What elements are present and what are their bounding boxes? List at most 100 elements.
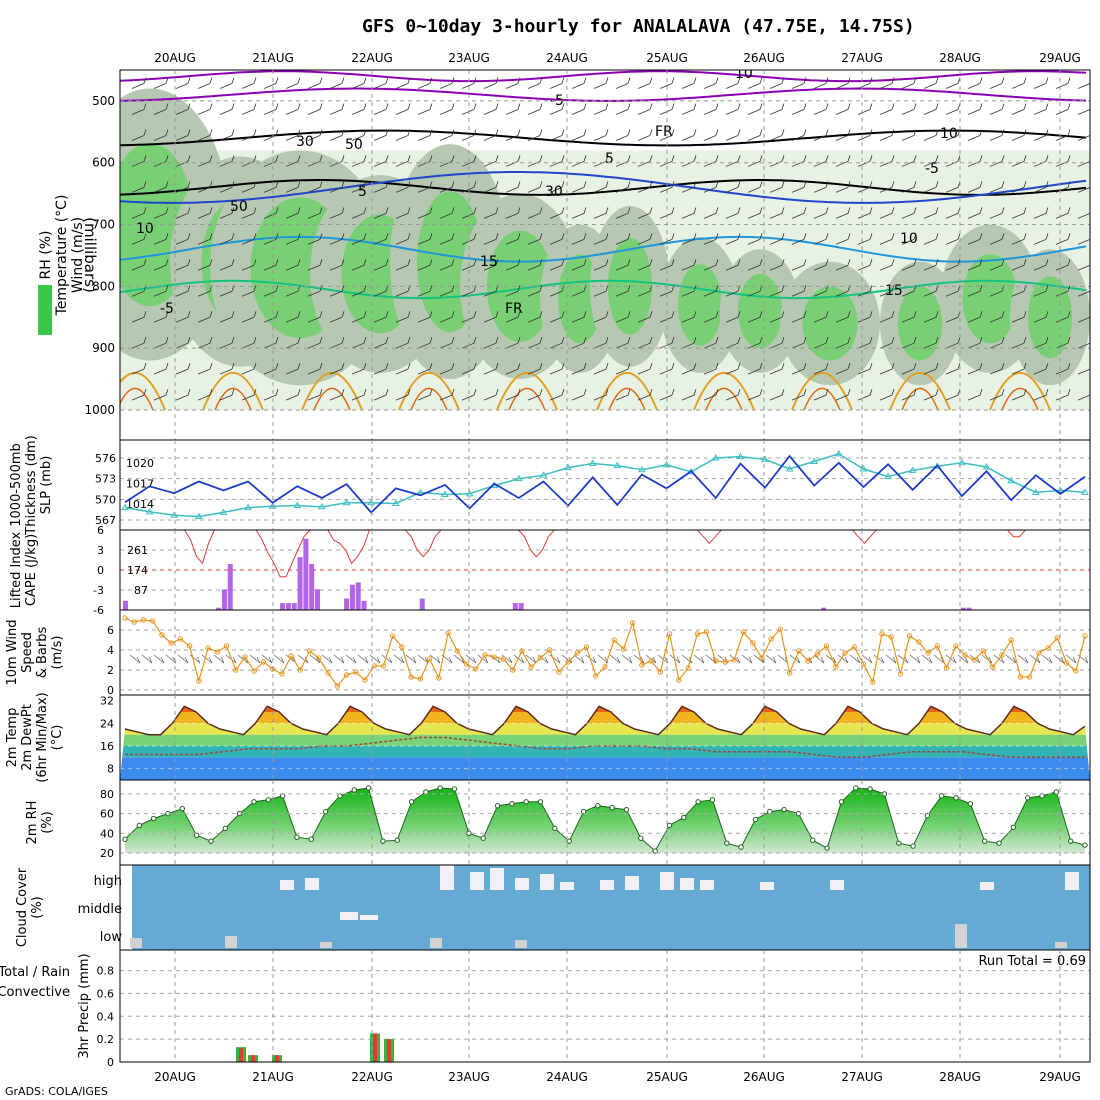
- wind-barb: [1077, 212, 1090, 219]
- thickness-point: [268, 502, 277, 509]
- rh-point: [494, 803, 501, 809]
- wind-speed-point: [196, 678, 202, 684]
- rh-point: [1067, 838, 1074, 844]
- wind-barb: [175, 103, 191, 115]
- wind-barb: [483, 129, 499, 141]
- wind-barb: [879, 337, 895, 349]
- wind-barb: [153, 259, 169, 271]
- thickness-point: [465, 489, 474, 497]
- wind-speed-point: [833, 664, 839, 670]
- temp-contour-25: [901, 387, 939, 411]
- wind-barb: [957, 654, 969, 664]
- wind-speed-line: [124, 617, 1086, 687]
- contour-label: -5: [160, 301, 174, 317]
- wind-barb: [923, 77, 939, 89]
- rh-point: [738, 844, 744, 850]
- freezing-level: [120, 129, 1087, 147]
- temp-contour-25: [803, 387, 841, 411]
- wind-barb: [373, 77, 389, 89]
- wind-barb: [321, 654, 333, 664]
- cloud-high-bar: [490, 868, 504, 890]
- wind-barb: [901, 181, 917, 193]
- thickness-point: [810, 457, 819, 464]
- wind-barb: [637, 103, 653, 115]
- wind-barb: [131, 103, 147, 115]
- rh-point: [910, 843, 916, 849]
- precip-tick: 0: [107, 1056, 114, 1069]
- top-date-label: 29AUG: [1039, 51, 1081, 65]
- wind-barb: [483, 233, 499, 245]
- wind-barb: [153, 285, 169, 297]
- wind-speed-point: [629, 620, 636, 626]
- wind-barb: [129, 654, 141, 664]
- cape-bar: [960, 607, 966, 610]
- wind-speed-point: [482, 652, 488, 658]
- wind-barb: [923, 207, 939, 219]
- wind-barb: [1077, 238, 1090, 245]
- wind-barb: [505, 233, 521, 245]
- wind-barb: [439, 181, 455, 193]
- wind-speed-point: [306, 648, 313, 654]
- rh-point: [222, 825, 228, 832]
- wind-barb: [747, 129, 763, 141]
- temp-contour-25: [313, 387, 351, 411]
- thickness-point: [1031, 488, 1040, 495]
- cape-bar: [315, 589, 320, 610]
- rh-point: [666, 822, 673, 829]
- wind-barb: [429, 654, 441, 664]
- cape-tick: 261: [127, 544, 148, 557]
- cape-bar: [291, 603, 297, 610]
- wind-barb: [681, 233, 697, 245]
- wind-barb: [637, 207, 653, 219]
- precip-convective-bar: [387, 1039, 391, 1062]
- temp-contour-25: [705, 387, 743, 411]
- temp-contour-20: [989, 371, 1051, 411]
- wind-barb: [175, 233, 191, 245]
- rh-point: [523, 799, 529, 805]
- wind-barb: [571, 155, 587, 167]
- wind-barb: [813, 77, 829, 89]
- wind-barb: [395, 103, 411, 115]
- wind-barb: [285, 181, 301, 193]
- wind-barb: [693, 654, 705, 664]
- wind-barb: [417, 103, 433, 115]
- wind-speed-point: [463, 661, 470, 667]
- wind-barb: [791, 77, 807, 89]
- wind-speed-point: [565, 659, 571, 665]
- wind-barb: [1033, 233, 1049, 245]
- precip-convective-bar: [373, 1033, 377, 1062]
- wind-barb: [741, 654, 753, 664]
- top-date-label: 24AUG: [546, 51, 588, 65]
- wind-barb: [573, 654, 585, 664]
- wind-barb: [373, 337, 389, 349]
- wind-barb: [219, 129, 235, 141]
- thickness-tick: 576: [95, 452, 116, 465]
- wind-barb: [395, 181, 411, 193]
- wind-barb: [461, 311, 477, 323]
- cloud-low-bar: [515, 940, 527, 948]
- wind-barb: [981, 654, 993, 664]
- wind-speed-point: [574, 650, 581, 656]
- wind-barb: [329, 233, 345, 245]
- wind-barb: [967, 259, 983, 271]
- rh-point: [681, 814, 687, 821]
- wind-speed-point: [796, 648, 802, 654]
- contour-label: 50: [230, 199, 248, 215]
- cape-tick: 174: [127, 564, 148, 577]
- wind-barb: [527, 259, 543, 271]
- wind-barb: [791, 207, 807, 219]
- wind-speed-point: [500, 656, 507, 662]
- wind-barb: [659, 311, 675, 323]
- temp-contour-20: [693, 371, 755, 411]
- rh-tick: 80: [100, 788, 114, 801]
- thickness-point: [514, 474, 523, 482]
- wind-barb: [477, 654, 489, 664]
- wind-barb: [791, 103, 807, 115]
- wind-barb: [461, 181, 477, 193]
- bottom-date-label: 25AUG: [646, 1070, 688, 1084]
- cape-bar: [966, 607, 972, 610]
- wind-barb: [417, 388, 433, 401]
- wind-speed-point: [260, 659, 267, 665]
- wind-barb: [307, 77, 323, 89]
- wind-barb: [461, 388, 477, 401]
